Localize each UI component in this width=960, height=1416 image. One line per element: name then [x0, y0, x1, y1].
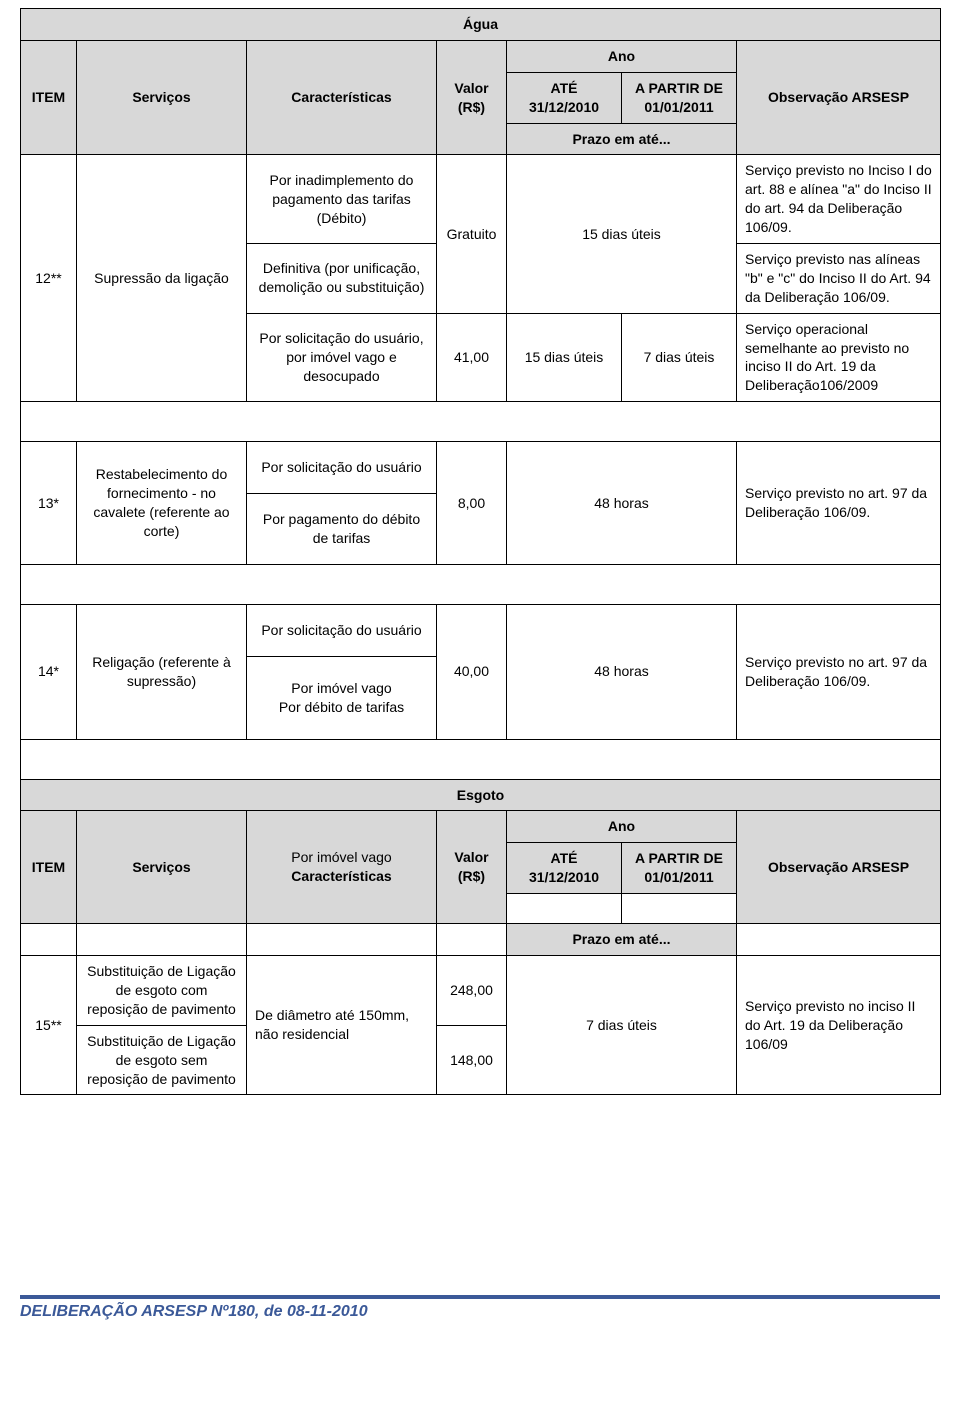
r12-carac1: Por inadimplemento do pagamento das tari…	[247, 155, 437, 244]
e-col-item: ITEM	[21, 811, 77, 924]
spacer	[21, 739, 941, 779]
e-blank-carac	[247, 924, 437, 956]
spacer	[21, 402, 941, 442]
e-blank2	[622, 894, 737, 924]
r13-obs: Serviço previsto no art. 97 da Deliberaç…	[737, 442, 941, 565]
e-blank-item	[21, 924, 77, 956]
e-col-caracteristicas: Por imóvel vago Características	[247, 811, 437, 924]
r13-valor: 8,00	[437, 442, 507, 565]
r12-carac3: Por solicitação do usuário, por imóvel v…	[247, 313, 437, 402]
r12-valor1: Gratuito	[437, 155, 507, 313]
r12-prazo3b: 7 dias úteis	[622, 313, 737, 402]
e-col-prazo: Prazo em até...	[507, 924, 737, 956]
col-prazo: Prazo em até...	[507, 123, 737, 155]
e-col-caracteristicas-sub: Por imóvel vago	[255, 848, 428, 867]
r15-prazo: 7 dias úteis	[507, 956, 737, 1095]
r14-item: 14*	[21, 604, 77, 739]
r15-obs: Serviço previsto no inciso II do Art. 19…	[737, 956, 941, 1095]
r14-valor: 40,00	[437, 604, 507, 739]
e-col-servicos: Serviços	[77, 811, 247, 924]
r12-item: 12**	[21, 155, 77, 402]
col-ano: Ano	[507, 40, 737, 72]
col-ate: ATÉ 31/12/2010	[507, 72, 622, 123]
r13-servico: Restabelecimento do fornecimento - no ca…	[77, 442, 247, 565]
col-servicos: Serviços	[77, 40, 247, 155]
e-col-obs: Observação ARSESP	[737, 811, 941, 924]
r12-valor3: 41,00	[437, 313, 507, 402]
e-col-valor: Valor (R$)	[437, 811, 507, 924]
r14-carac2: Por imóvel vago Por débito de tarifas	[247, 656, 437, 739]
r15-item: 15**	[21, 956, 77, 1095]
r14-prazo: 48 horas	[507, 604, 737, 739]
esgoto-table-body: 15** Substituição de Ligação de esgoto c…	[20, 955, 941, 1095]
r13-prazo: 48 horas	[507, 442, 737, 565]
e-col-caracteristicas-main: Características	[255, 867, 428, 886]
col-item: ITEM	[21, 40, 77, 155]
r15-carac: De diâmetro até 150mm, não residencial	[247, 956, 437, 1095]
e-blank-obs	[737, 924, 941, 956]
e-col-ate: ATÉ 31/12/2010	[507, 843, 622, 894]
e-blank-valor	[437, 924, 507, 956]
r12-prazo1: 15 dias úteis	[507, 155, 737, 313]
spacer	[21, 564, 941, 604]
r15-valor2: 148,00	[437, 1025, 507, 1095]
col-apartir: A PARTIR DE 01/01/2011	[622, 72, 737, 123]
e-col-apartir: A PARTIR DE 01/01/2011	[622, 843, 737, 894]
r12-prazo3a: 15 dias úteis	[507, 313, 622, 402]
r15-valor1: 248,00	[437, 956, 507, 1026]
r15-servico1: Substituição de Ligação de esgoto com re…	[77, 956, 247, 1026]
col-valor: Valor (R$)	[437, 40, 507, 155]
r12-obs1: Serviço previsto no Inciso I do art. 88 …	[737, 155, 941, 244]
agua-table: Água ITEM Serviços Características Valor…	[20, 8, 941, 956]
r14-carac1: Por solicitação do usuário	[247, 604, 437, 656]
col-obs: Observação ARSESP	[737, 40, 941, 155]
r13-carac1: Por solicitação do usuário	[247, 442, 437, 494]
e-blank-serv	[77, 924, 247, 956]
e-blank1	[507, 894, 622, 924]
esgoto-title: Esgoto	[21, 779, 941, 811]
r12-servico: Supressão da ligação	[77, 155, 247, 402]
r15-servico2: Substituição de Ligação de esgoto sem re…	[77, 1025, 247, 1095]
r14-servico: Religação (referente à supressão)	[77, 604, 247, 739]
agua-title: Água	[21, 9, 941, 41]
col-caracteristicas: Características	[247, 40, 437, 155]
r12-obs3: Serviço operacional semelhante ao previs…	[737, 313, 941, 402]
footer-text: DELIBERAÇÃO ARSESP Nº180, de 08-11-2010	[20, 1295, 940, 1321]
e-col-ano: Ano	[507, 811, 737, 843]
r13-carac2: Por pagamento do débito de tarifas	[247, 494, 437, 565]
r13-item: 13*	[21, 442, 77, 565]
r14-obs: Serviço previsto no art. 97 da Deliberaç…	[737, 604, 941, 739]
r12-carac2: Definitiva (por unificação, demolição ou…	[247, 244, 437, 314]
r12-obs2: Serviço previsto nas alíneas "b" e "c" d…	[737, 244, 941, 314]
